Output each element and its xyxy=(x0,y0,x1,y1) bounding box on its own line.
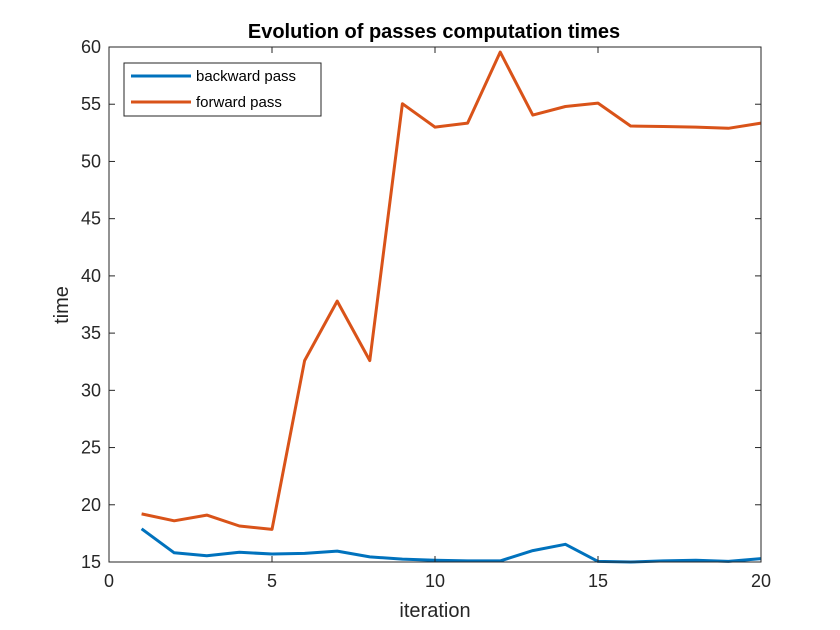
y-tick-label: 25 xyxy=(81,438,101,458)
legend: backward pass forward pass xyxy=(123,62,322,117)
legend-box xyxy=(123,62,322,117)
y-tick-label: 30 xyxy=(81,380,101,400)
x-axis-label: iteration xyxy=(399,600,470,622)
legend-label-forward-pass: forward pass xyxy=(196,94,282,111)
series-line-forward-pass xyxy=(141,50,762,531)
y-tick-label: 45 xyxy=(81,209,101,229)
y-tick-label: 20 xyxy=(81,495,101,515)
plot-area xyxy=(109,47,761,562)
y-tick-label: 55 xyxy=(81,94,101,114)
y-tick-label: 40 xyxy=(81,266,101,286)
series-layer xyxy=(140,50,762,564)
y-tick-label: 15 xyxy=(81,552,101,572)
y-tick-label: 60 xyxy=(81,37,101,57)
x-tick-label: 10 xyxy=(425,571,445,591)
x-tick-label: 5 xyxy=(267,571,277,591)
x-tick-label: 15 xyxy=(588,571,608,591)
chart-title: Evolution of passes computation times xyxy=(248,21,620,43)
axes-box xyxy=(108,46,762,563)
series-line-backward-pass xyxy=(140,527,762,564)
x-tick-label: 20 xyxy=(751,571,771,591)
x-tick-label: 0 xyxy=(104,571,114,591)
legend-label-backward-pass: backward pass xyxy=(196,68,296,85)
y-axis-label: time xyxy=(51,286,73,324)
y-tick-label: 50 xyxy=(81,151,101,171)
y-tick-label: 35 xyxy=(81,323,101,343)
tick-layer: 0 5 10 15 20 15 20 25 30 35 40 45 50 55 60 xyxy=(81,37,771,591)
